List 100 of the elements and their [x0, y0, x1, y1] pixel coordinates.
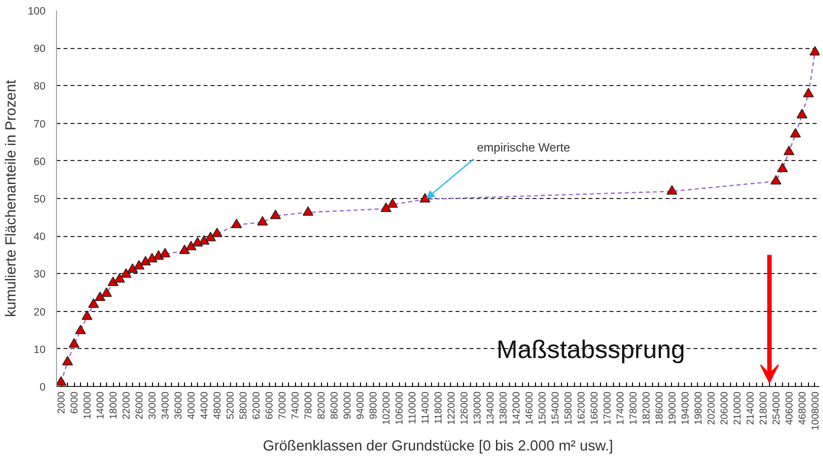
point	[212, 228, 222, 238]
x-tick-label: 150000	[537, 391, 548, 425]
x-tick-label: 110000	[408, 391, 419, 424]
point	[270, 210, 281, 220]
x-tick-label: 94000	[356, 391, 367, 420]
x-tick-label: 206000	[719, 391, 730, 425]
x-tick-label: 170000	[602, 391, 614, 425]
x-tick-label: 102000	[382, 391, 393, 425]
point	[127, 263, 138, 273]
point	[790, 128, 801, 138]
point	[56, 376, 66, 386]
point	[777, 162, 788, 172]
point	[94, 292, 106, 302]
annotation: empirische Werte	[476, 140, 570, 154]
point	[784, 146, 794, 156]
point	[101, 287, 112, 297]
point	[387, 198, 398, 208]
x-tick-label: 202000	[706, 391, 718, 425]
x-tick-label: 34000	[160, 391, 172, 420]
point	[302, 206, 314, 216]
x-tick-label: 114000	[420, 391, 432, 424]
x-tick-label: 118000	[434, 391, 444, 424]
y-tick-label: 100	[28, 6, 46, 18]
point	[257, 216, 268, 226]
x-tick-label: 62000	[252, 391, 263, 420]
y-axis-title: kumulierte Flächenanteile in Prozent	[4, 80, 20, 318]
point	[140, 256, 151, 266]
x-tick-label: 30000	[148, 391, 159, 420]
point	[120, 268, 132, 278]
y-tick-label: 30	[34, 268, 46, 281]
point	[146, 252, 158, 262]
point	[810, 46, 820, 56]
x-tick-label: 146000	[524, 391, 536, 425]
x-tick-label: 162000	[576, 391, 588, 425]
y-tick-label: 10	[34, 344, 46, 356]
x-tick-label: 106000	[394, 391, 406, 425]
x-tick-label: 78000	[304, 391, 315, 420]
x-tick-label: 6000	[70, 391, 81, 414]
x-tick-label: 66000	[264, 391, 276, 420]
x-tick-label: 98000	[368, 391, 380, 420]
x-tick-label: 186000	[654, 391, 666, 425]
y-tick-label: 0	[40, 382, 46, 394]
x-tick-label: 138000	[498, 391, 510, 425]
x-tick-label: 166000	[589, 391, 600, 425]
x-tick-label: 52000	[226, 391, 237, 420]
x-tick-label: 194000	[680, 391, 692, 425]
x-tick-label: 70000	[278, 391, 289, 420]
x-tick-label: 218000	[758, 391, 770, 425]
point	[62, 356, 73, 366]
x-tick-label: 58000	[238, 391, 250, 420]
x-tick-label: 74000	[290, 391, 302, 420]
x-tick-label: 126000	[459, 391, 470, 425]
y-tick-label: 40	[34, 231, 46, 244]
point	[796, 108, 808, 118]
x-tick-label: 40000	[186, 391, 198, 420]
y-tick-label: 20	[34, 306, 46, 318]
x-tick-label: 182000	[641, 391, 652, 425]
point	[770, 175, 782, 184]
x-tick-label: 18000	[108, 391, 120, 420]
point	[134, 260, 144, 270]
x-tick-label: 36000	[174, 391, 185, 420]
point	[380, 202, 392, 212]
x-tick-label: 154000	[550, 391, 562, 425]
point	[420, 193, 430, 203]
x-tick-label: 214000	[745, 391, 756, 425]
x-tick-label: 134000	[485, 391, 496, 425]
point	[82, 310, 92, 320]
x-tick-label: 2000	[56, 391, 68, 414]
x-tick-label: 122000	[446, 391, 458, 425]
x-tick-label: 198000	[693, 391, 704, 425]
point	[205, 232, 216, 242]
point	[186, 240, 196, 250]
x-tick-label: 22000	[122, 391, 133, 420]
point	[75, 324, 86, 334]
y-tick-label: 80	[34, 80, 46, 93]
x-tick-label: 468000	[797, 391, 808, 425]
point	[179, 244, 190, 254]
point	[666, 185, 678, 195]
x-tick-label: 142000	[511, 391, 522, 425]
x-tick-label: 174000	[615, 391, 626, 425]
x-tick-label: 26000	[134, 391, 146, 420]
x-tick-label: 86000	[330, 391, 341, 420]
x-tick-label: 48000	[212, 391, 224, 420]
point	[88, 298, 99, 308]
point	[803, 88, 814, 98]
point	[160, 248, 170, 258]
x-tick-label: 82000	[316, 391, 328, 420]
x-tick-label: 10000	[82, 391, 94, 420]
point	[231, 218, 242, 228]
x-tick-label: 130000	[472, 391, 484, 425]
x-tick-label: 44000	[200, 391, 211, 420]
y-tick-label: 90	[34, 43, 46, 56]
x-tick-label: 158000	[563, 391, 574, 425]
x-tick-label: 190000	[667, 391, 678, 425]
x-tick-label: 254000	[771, 391, 782, 425]
x-axis-title: Größenklassen der Grundstücke [0 bis 2.000 m² usw.]	[262, 438, 614, 454]
x-tick-label: 1008000	[810, 391, 822, 430]
y-tick-label: 70	[34, 118, 46, 130]
y-tick-label: 60	[34, 156, 46, 168]
x-tick-label: 210000	[732, 391, 744, 425]
